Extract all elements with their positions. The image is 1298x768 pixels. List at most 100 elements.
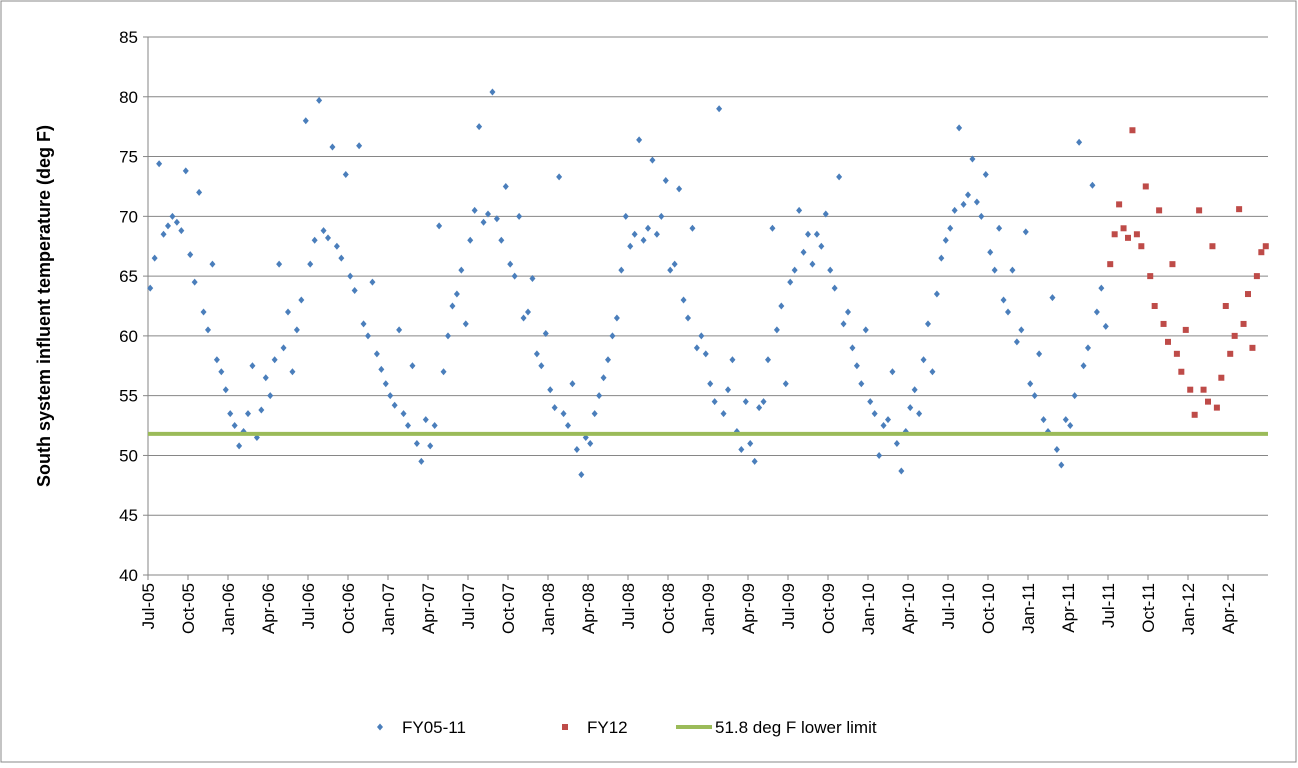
point — [293, 326, 300, 334]
x-tick-label: Jul-10 — [939, 583, 958, 629]
point — [716, 105, 723, 113]
x-tick-label: Oct-06 — [339, 583, 358, 634]
point — [573, 445, 580, 453]
point — [547, 386, 554, 394]
point — [893, 439, 900, 447]
point — [542, 329, 549, 337]
point — [1009, 266, 1016, 274]
x-tick-label: Jul-05 — [139, 583, 158, 629]
point — [245, 410, 251, 418]
point — [525, 308, 531, 316]
point — [960, 200, 967, 208]
point — [911, 386, 918, 394]
y-tick-label: 40 — [119, 566, 138, 585]
point — [1240, 320, 1247, 327]
point — [378, 365, 385, 373]
point — [885, 416, 891, 424]
point — [996, 224, 1003, 232]
point — [853, 362, 860, 370]
point — [165, 222, 171, 230]
point — [476, 123, 483, 131]
point — [1022, 228, 1029, 236]
point — [640, 236, 647, 244]
x-tick-label: Jan-12 — [1179, 583, 1198, 635]
point — [298, 296, 305, 304]
point — [413, 439, 420, 447]
point — [849, 344, 856, 352]
point — [369, 278, 376, 286]
point — [400, 410, 407, 418]
point — [311, 236, 318, 244]
point — [236, 442, 243, 450]
x-tick-label: Jul-08 — [619, 583, 638, 629]
point — [489, 88, 496, 96]
point — [831, 284, 838, 292]
point — [1036, 350, 1043, 358]
point — [818, 242, 825, 250]
point — [862, 326, 869, 334]
point — [1031, 392, 1038, 400]
point — [605, 356, 611, 364]
point — [1231, 332, 1238, 339]
y-tick-label: 65 — [119, 267, 138, 286]
point — [782, 380, 789, 388]
point — [196, 188, 203, 196]
legend-marker — [562, 724, 568, 730]
point — [387, 392, 394, 400]
point — [480, 218, 487, 226]
point — [329, 143, 336, 151]
point — [929, 368, 936, 376]
point — [458, 266, 465, 274]
point — [867, 398, 874, 406]
point — [689, 224, 696, 232]
point — [1160, 320, 1167, 327]
point — [751, 457, 758, 465]
legend-label: 51.8 deg F lower limit — [715, 718, 877, 737]
point — [1205, 398, 1211, 405]
point — [1093, 308, 1100, 316]
x-tick-label: Oct-10 — [979, 583, 998, 634]
point — [409, 362, 416, 370]
point — [365, 332, 371, 340]
point — [493, 215, 500, 223]
point — [756, 404, 763, 412]
point — [805, 230, 811, 238]
point — [227, 410, 234, 418]
point — [569, 380, 576, 388]
point — [1125, 234, 1131, 241]
y-tick-label: 75 — [119, 148, 138, 167]
x-tick-label: Jan-10 — [859, 583, 878, 635]
point — [596, 392, 603, 400]
x-tick-label: Oct-08 — [659, 583, 678, 634]
point — [578, 471, 585, 479]
point — [1005, 308, 1011, 316]
point — [871, 410, 878, 418]
point — [898, 467, 905, 475]
point — [627, 242, 634, 250]
point — [778, 302, 785, 310]
point — [587, 439, 594, 447]
point — [1013, 338, 1020, 346]
point — [1218, 374, 1225, 381]
point — [685, 314, 691, 322]
point — [671, 260, 678, 268]
point — [556, 173, 563, 181]
point — [169, 212, 176, 220]
point — [982, 170, 989, 178]
point — [800, 248, 807, 256]
point — [1111, 231, 1118, 238]
point — [516, 212, 523, 220]
point — [1245, 291, 1251, 298]
x-tick-label: Apr-07 — [419, 583, 438, 634]
point — [396, 326, 403, 334]
point — [1173, 350, 1180, 357]
x-tick-label: Jan-07 — [379, 583, 398, 635]
point — [711, 398, 718, 406]
point — [147, 284, 154, 292]
point — [173, 218, 180, 226]
legend-label: FY05-11 — [402, 718, 466, 737]
point — [1258, 249, 1265, 256]
point — [769, 224, 776, 232]
point — [436, 222, 443, 230]
